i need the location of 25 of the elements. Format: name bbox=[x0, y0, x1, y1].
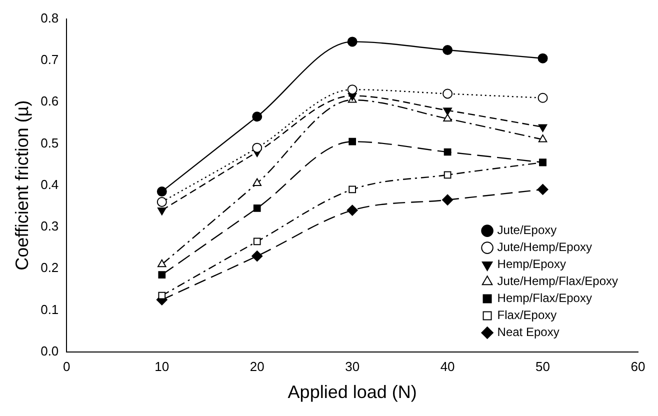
y-tick-label: 0.6 bbox=[40, 94, 59, 109]
y-tick-label: 0.1 bbox=[40, 302, 59, 317]
legend-label: Hemp/Flax/Epoxy bbox=[497, 291, 592, 306]
y-tick-label: 0.3 bbox=[40, 218, 59, 234]
legend-label: Jute/Hemp/Flax/Epoxy bbox=[497, 274, 618, 288]
y-tick-label: 0.4 bbox=[40, 176, 59, 192]
x-tick-label: 30 bbox=[345, 359, 360, 374]
x-tick-label: 20 bbox=[250, 359, 264, 374]
legend-label: Jute/Epoxy bbox=[497, 223, 557, 238]
legend-label: Hemp/Epoxy bbox=[497, 257, 566, 272]
y-tick-label: 0.0 bbox=[40, 343, 59, 358]
y-tick-label: 0.5 bbox=[40, 135, 59, 150]
legend-label: Jute/Hemp/Epoxy bbox=[497, 240, 592, 254]
legend-label: Flax/Epoxy bbox=[497, 308, 557, 322]
y-axis-title: Coefficient friction (µ) bbox=[12, 100, 32, 270]
y-tick-label: 0.8 bbox=[40, 10, 59, 26]
x-tick-label: 10 bbox=[154, 359, 170, 374]
x-tick-label: 0 bbox=[63, 359, 70, 374]
x-tick-label: 50 bbox=[536, 359, 550, 374]
x-axis-title: Applied load (N) bbox=[288, 382, 417, 402]
y-tick-label: 0.7 bbox=[40, 52, 59, 68]
y-tick-label: 0.2 bbox=[40, 260, 59, 276]
x-tick-label: 60 bbox=[630, 359, 646, 374]
legend-label: Neat Epoxy bbox=[497, 325, 560, 340]
x-tick-label: 40 bbox=[440, 359, 455, 374]
